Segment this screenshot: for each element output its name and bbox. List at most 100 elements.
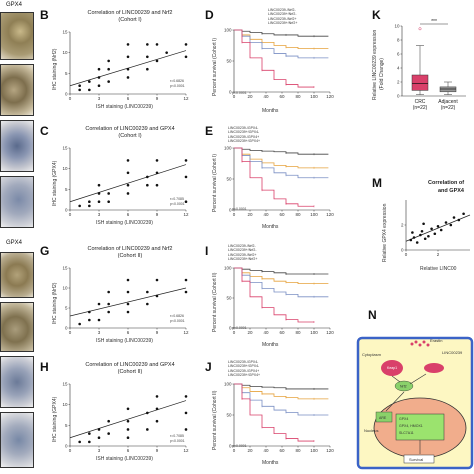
panel-g-stat-p: p<0.0001: [170, 319, 185, 323]
panel-j-xlabel: Months: [262, 460, 279, 466]
scatter-point: [423, 237, 427, 241]
panel-b-stat-p: p<0.0001: [170, 84, 185, 88]
x-tick-label: 0: [69, 448, 72, 453]
scatter-point: [78, 88, 81, 92]
scatter-point: [126, 159, 130, 162]
x-tick-label: 9: [156, 96, 159, 101]
panel-m-title: Correlation of: [428, 180, 465, 186]
erastin-dot: [426, 343, 430, 347]
y-tick-label: 100: [224, 266, 232, 271]
arrow: [385, 391, 405, 412]
scatter-point: [78, 322, 81, 326]
scatter-point: [126, 183, 130, 187]
scatter-point: [155, 183, 159, 187]
y-tick-label: 8: [397, 38, 400, 43]
x-tick-label: 100: [310, 212, 318, 217]
x-tick-label: 100: [310, 330, 318, 335]
y-tick-label: 0: [397, 94, 400, 99]
scatter-point: [107, 432, 110, 435]
panel-m-xlabel: Relative LINC00: [420, 266, 457, 272]
panel-g-title: Correlation of LINC00239 and Nrf2: [87, 246, 173, 252]
scatter-point: [126, 67, 130, 71]
legend-entry: LINC00239-/GPX4-: [228, 126, 259, 130]
scatter-point: [97, 302, 101, 306]
x-tick-label: 60: [279, 330, 285, 335]
x-tick-label: 9: [156, 448, 159, 453]
scatter-point: [184, 411, 188, 415]
scatter-point: [146, 175, 149, 179]
category-count: (n=22): [441, 105, 456, 111]
label-keap1: Keap1: [387, 366, 397, 370]
scatter-point: [97, 183, 101, 187]
scatter-point: [78, 440, 81, 444]
scatter-point: [107, 192, 110, 195]
scatter-point: [184, 200, 188, 204]
y-tick-label: 0: [229, 90, 232, 95]
scatter-point: [126, 278, 130, 282]
legend-entry: LINC00239+/GPX4-: [228, 130, 260, 135]
scatter-point: [449, 223, 453, 227]
x-tick-label: 9: [156, 212, 159, 217]
x-tick-label: 6: [127, 330, 130, 335]
survival-curve: [234, 383, 329, 416]
survival-curve: [234, 29, 314, 88]
y-tick-label: 0: [65, 208, 68, 213]
panel-h-xlabel: ISH staining (LINC00239): [96, 456, 153, 462]
scatter-point: [126, 419, 130, 423]
erastin-dot: [418, 343, 422, 347]
y-tick-label: 0: [229, 208, 232, 213]
scatter-point: [427, 234, 430, 238]
panel-c-stat-p: p<0.0001: [170, 202, 185, 206]
y-tick-label: 15: [62, 146, 68, 151]
panel-letter-j: J: [205, 360, 212, 374]
x-tick-label: 80: [295, 212, 301, 217]
scatter-point: [155, 278, 159, 282]
scatter-point: [412, 236, 416, 239]
scatter-point: [126, 310, 130, 314]
erastin-dot: [422, 340, 426, 344]
arrow: [391, 375, 401, 383]
panel-m-title2: and GPX4: [438, 188, 464, 194]
x-tick-label: 0: [69, 330, 72, 335]
x-tick-label: 80: [295, 448, 301, 453]
y-tick-label: 5: [65, 71, 68, 76]
scatter-point: [184, 278, 188, 282]
scatter-chart-m: 0 2 0 2: [401, 200, 471, 257]
label-genes: GPX4, HMOX1: [399, 424, 423, 428]
target-genes-box: [395, 413, 445, 441]
label-nucleus: Nucleus: [364, 428, 378, 433]
y-tick-label: 10: [394, 24, 400, 29]
scatter-point: [126, 290, 130, 294]
survival-curve: [234, 29, 329, 37]
panel-letter-d: D: [205, 8, 214, 22]
x-tick-label: 60: [279, 212, 285, 217]
scatter-point: [184, 159, 188, 162]
scatter-point: [436, 224, 440, 228]
scatter-point: [146, 67, 149, 71]
regression-line: [405, 214, 471, 242]
box-body: [439, 86, 457, 93]
scatter-point: [78, 204, 81, 208]
panel-b-subtitle: (Cohort I): [118, 17, 142, 23]
scatter-point: [88, 80, 91, 83]
scatter-point: [155, 395, 159, 398]
y-tick-label: 0: [229, 326, 232, 331]
scatter-point: [126, 302, 130, 306]
scatter-point: [155, 407, 159, 411]
y-tick-label: 50: [226, 413, 232, 418]
scatter-point: [409, 238, 413, 242]
scatter-point: [457, 218, 461, 222]
panel-letter-k: K: [372, 8, 381, 22]
survival-curve: [234, 383, 329, 400]
panel-e-ylabel: Percent survival (Cohort I): [212, 153, 218, 212]
label-erastin: Erastin: [430, 338, 442, 343]
scatter-point: [146, 43, 149, 46]
scatter-point: [107, 59, 110, 63]
scatter-point: [88, 310, 91, 314]
legend-entry: LINC00239+/Nrf2+: [268, 20, 298, 25]
tissue-image-3: [0, 120, 34, 172]
x-tick-label: 40: [263, 448, 269, 453]
x-tick-label: 40: [263, 212, 269, 217]
survival-curve: [234, 29, 329, 49]
panel-b-title: Correlation of LINC00239 and Nrf2: [87, 10, 173, 16]
